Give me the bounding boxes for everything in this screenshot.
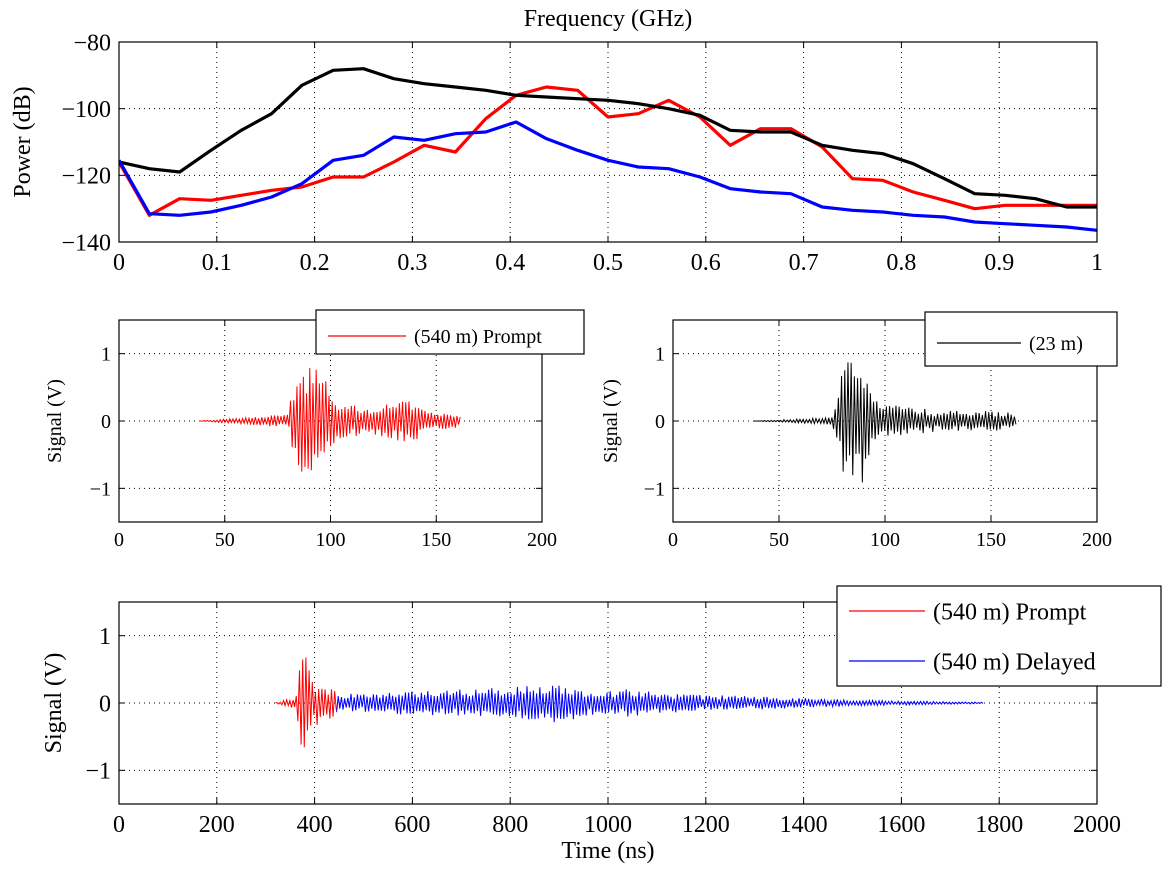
plot-area — [275, 657, 984, 748]
x-tick-label: 0.3 — [397, 250, 427, 276]
y-tick-label: 1 — [99, 624, 111, 650]
x-tick-label: 1800 — [975, 812, 1023, 838]
legend-label: (23 m) — [1029, 333, 1083, 355]
x-tick-label: 100 — [316, 529, 346, 551]
x-tick-label: 2000 — [1073, 812, 1121, 838]
x-tick-label: 200 — [1082, 529, 1112, 551]
x-tick-label: 200 — [199, 812, 235, 838]
y-tick-label: 1 — [101, 344, 111, 366]
legend-box — [315, 309, 585, 355]
plot-area — [199, 367, 461, 472]
legend-label: (540 m) Prompt — [414, 326, 542, 348]
x-tick-label: 150 — [421, 529, 451, 551]
x-tick-label: 1000 — [584, 812, 632, 838]
x-tick-label: 0.5 — [593, 250, 623, 276]
x-axis-label: Frequency (GHz) — [524, 6, 693, 32]
x-tick-label: 0 — [114, 529, 124, 551]
x-tick-label: 0.8 — [886, 250, 916, 276]
legend: (540 m) Prompt — [315, 309, 585, 355]
grid — [119, 42, 1097, 242]
legend: (540 m) Prompt (540 m) Delayed — [836, 585, 1162, 687]
legend-label: (540 m) Delayed — [933, 649, 1096, 675]
x-tick-label: 400 — [297, 812, 333, 838]
y-tick-label: −80 — [73, 30, 111, 56]
y-tick-label: −140 — [61, 230, 111, 256]
time-signal-chart: 0 200 400 600 800 1000 1200 1400 1600 1800 2000 −1 0… — [41, 585, 1162, 864]
y-tick-label: 1 — [655, 344, 665, 366]
y-tick-label: −120 — [61, 164, 111, 190]
legend-box — [836, 585, 1162, 687]
series-line — [336, 685, 984, 723]
power-spectrum-chart: 0 0.1 0.2 0.3 0.4 0.5 0.6 0.7 0.8 0.9 1 −140 −120 −10… — [10, 6, 1103, 276]
y-axis-label: Signal (V) — [600, 379, 622, 463]
x-tick-label: 1400 — [780, 812, 828, 838]
x-tick-label: 800 — [492, 812, 528, 838]
x-tick-label: 1200 — [682, 812, 730, 838]
x-tick-label: 0 — [668, 529, 678, 551]
x-tick-label: 50 — [769, 529, 789, 551]
series-line — [119, 67, 1097, 209]
y-tick-label: 0 — [101, 411, 111, 433]
series-line — [753, 362, 1017, 483]
x-tick-label: 0.7 — [789, 250, 819, 276]
series-line — [275, 657, 337, 748]
x-tick-label: 100 — [870, 529, 900, 551]
x-tick-label: 600 — [394, 812, 430, 838]
y-tick-label: −1 — [85, 759, 111, 785]
y-tick-label: −1 — [90, 478, 111, 500]
x-tick-label: 0.6 — [691, 250, 721, 276]
legend-box — [924, 311, 1118, 367]
prompt-signal-chart: 0 50 100 150 200 −1 0 1 Signal (V) (540 m) Prompt — [44, 309, 585, 551]
x-tick-label: 0 — [113, 250, 125, 276]
y-axis-label: Signal (V) — [41, 653, 67, 754]
x-tick-label: 1600 — [877, 812, 925, 838]
x-tick-label: 0.4 — [495, 250, 525, 276]
legend: (23 m) — [924, 311, 1118, 367]
x-tick-label: 150 — [976, 529, 1006, 551]
x-tick-label: 200 — [527, 529, 557, 551]
series-line — [119, 120, 1097, 232]
y-tick-label: 0 — [99, 691, 111, 717]
plot-area — [753, 362, 1017, 483]
series-line — [119, 85, 1097, 217]
y-tick-label: −100 — [61, 97, 111, 123]
series-line — [199, 367, 461, 472]
x-tick-label: 50 — [215, 529, 235, 551]
x-tick-label: 0.1 — [202, 250, 232, 276]
x-tick-label: 0 — [113, 812, 125, 838]
y-axis-label: Signal (V) — [44, 379, 66, 463]
x-tick-label: 1 — [1091, 250, 1103, 276]
x-tick-label: 0.2 — [300, 250, 330, 276]
y-tick-label: −1 — [644, 478, 665, 500]
y-tick-label: 0 — [655, 411, 665, 433]
short-signal-chart: 0 50 100 150 200 −1 0 1 Signal (V) (23 m) — [600, 311, 1118, 551]
legend-label: (540 m) Prompt — [933, 599, 1087, 625]
y-axis-label: Power (dB) — [10, 86, 36, 197]
plot-area — [119, 67, 1097, 232]
x-axis-label: Time (ns) — [561, 838, 654, 864]
x-tick-label: 0.9 — [984, 250, 1014, 276]
